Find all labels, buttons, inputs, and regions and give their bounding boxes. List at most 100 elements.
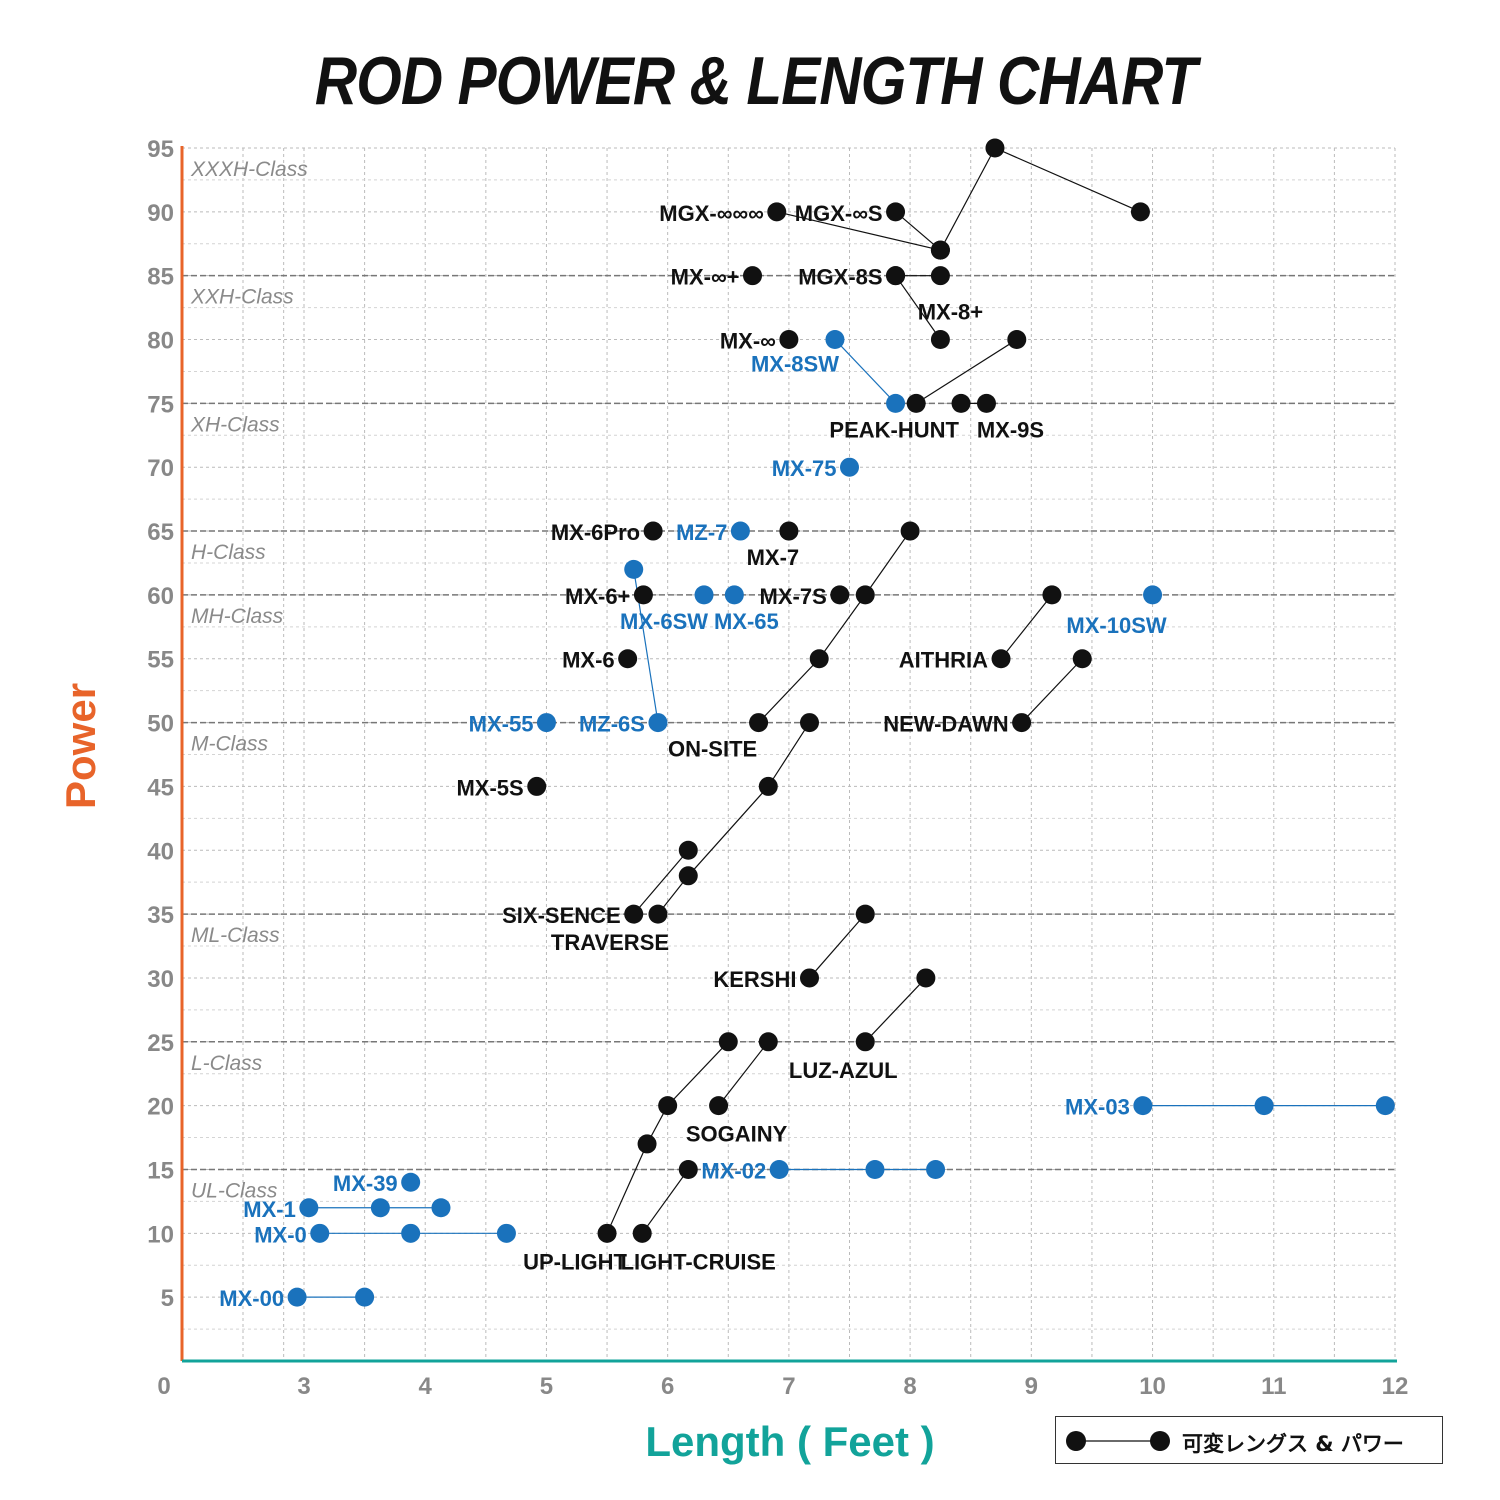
series-line [895,211,941,251]
series-label: MX-6 [562,648,615,673]
series-label: AITHRIA [899,648,988,673]
series-label: LUZ-AZUL [789,1058,898,1083]
chart-title: ROD POWER & LENGTH CHART [314,43,1197,119]
x-tick-label: 9 [1025,1373,1038,1400]
class-label: ML-Class [191,924,280,947]
data-point [637,1134,657,1154]
data-point [299,1198,319,1218]
data-point [767,202,787,222]
data-point [779,521,799,541]
series-label: MGX-∞S [795,201,883,226]
series-line [809,913,866,979]
y-tick-label: 5 [161,1285,174,1312]
x-tick-label: 5 [540,1373,553,1400]
series-label: MX-∞ [720,329,776,354]
x-tick-label: 6 [661,1373,674,1400]
series-label: MX-55 [469,712,534,737]
series-line [606,1041,729,1234]
data-point [1143,585,1163,605]
legend-label: 可変レングス & パワー [1182,1432,1404,1456]
series-labels: MGX-∞∞∞ MGX-∞S MX-∞+ MGX-8S MX-∞MX-8SW MX-8+ P… [219,201,1167,1311]
series-label: MGX-8S [798,265,882,290]
class-label: UL-Class [191,1179,278,1202]
series-label: MX-7 [747,545,800,570]
y-tick-label: 60 [147,583,174,610]
y-tick-label: 30 [147,966,174,993]
class-label: H-Class [191,541,266,564]
y-tick-label: 65 [147,519,174,546]
data-point [930,266,950,286]
data-point [527,776,547,796]
x-tick-label: 3 [297,1373,310,1400]
data-point [886,393,906,413]
data-point [678,840,698,860]
class-label: XH-Class [190,413,280,436]
data-point [643,521,663,541]
series-line [1021,658,1083,723]
x-tick-label: 0 [157,1373,170,1400]
data-point [1130,202,1150,222]
series-label: MX-00 [219,1286,284,1311]
data-point [287,1287,307,1307]
x-tick-label: 11 [1261,1373,1286,1400]
class-label: XXXH-Class [190,158,308,181]
data-point [855,585,875,605]
series-line [915,339,1018,404]
data-point [1072,649,1092,669]
series-label: MX-8SW [751,352,839,377]
data-point [678,866,698,886]
data-point [830,585,850,605]
data-point [658,1096,678,1116]
data-point [1042,585,1062,605]
series-points [287,138,1395,1307]
data-point [718,1032,738,1052]
series-line [864,977,927,1043]
data-point [976,393,996,413]
data-point [678,1159,698,1179]
data-point [926,1159,946,1179]
data-point [401,1223,421,1243]
x-tick-label: 7 [782,1373,795,1400]
class-label: L-Class [191,1052,263,1075]
y-tick-label: 70 [147,455,174,482]
series-label: MX-6SW [620,609,708,634]
data-point [779,330,799,350]
data-point [597,1223,617,1243]
data-point [985,138,1005,158]
series-label: MX-7S [760,584,827,609]
series-label: SIX-SENCE [502,903,621,928]
series-label: PEAK-HUNT [829,417,959,442]
class-label: MH-Class [191,605,284,628]
series-label: MX-6Pro [551,520,640,545]
data-point [906,393,926,413]
data-point [724,585,744,605]
series-label: MX-9S [977,417,1044,442]
series-line [1000,594,1053,660]
series-label: MX-39 [333,1171,398,1196]
data-point [1007,330,1027,350]
data-point [855,1032,875,1052]
series-label: NEW-DAWN [883,712,1008,737]
y-tick-label: 50 [147,711,174,738]
data-point [886,202,906,222]
data-point [886,266,906,286]
data-point [618,649,638,669]
series-line [718,1041,769,1107]
data-point [730,521,750,541]
data-point [648,904,668,924]
series-label: MX-5S [456,775,523,800]
series-line [776,147,1141,251]
data-point [370,1198,390,1218]
x-axis-label: Length ( Feet ) [645,1418,935,1465]
data-point [809,649,829,669]
data-point [1012,713,1032,733]
data-point [799,713,819,733]
data-point [865,1159,885,1179]
data-point [648,713,668,733]
series-label: SOGAINY [686,1122,788,1147]
series-label: MX-0 [254,1222,307,1247]
legend-symbol [1066,1431,1170,1451]
series-label: UP-LIGHT [523,1249,627,1274]
class-labels: XXXH-Class XXH-Class XH-Class H-Class MH-Cla… [182,158,1395,1202]
